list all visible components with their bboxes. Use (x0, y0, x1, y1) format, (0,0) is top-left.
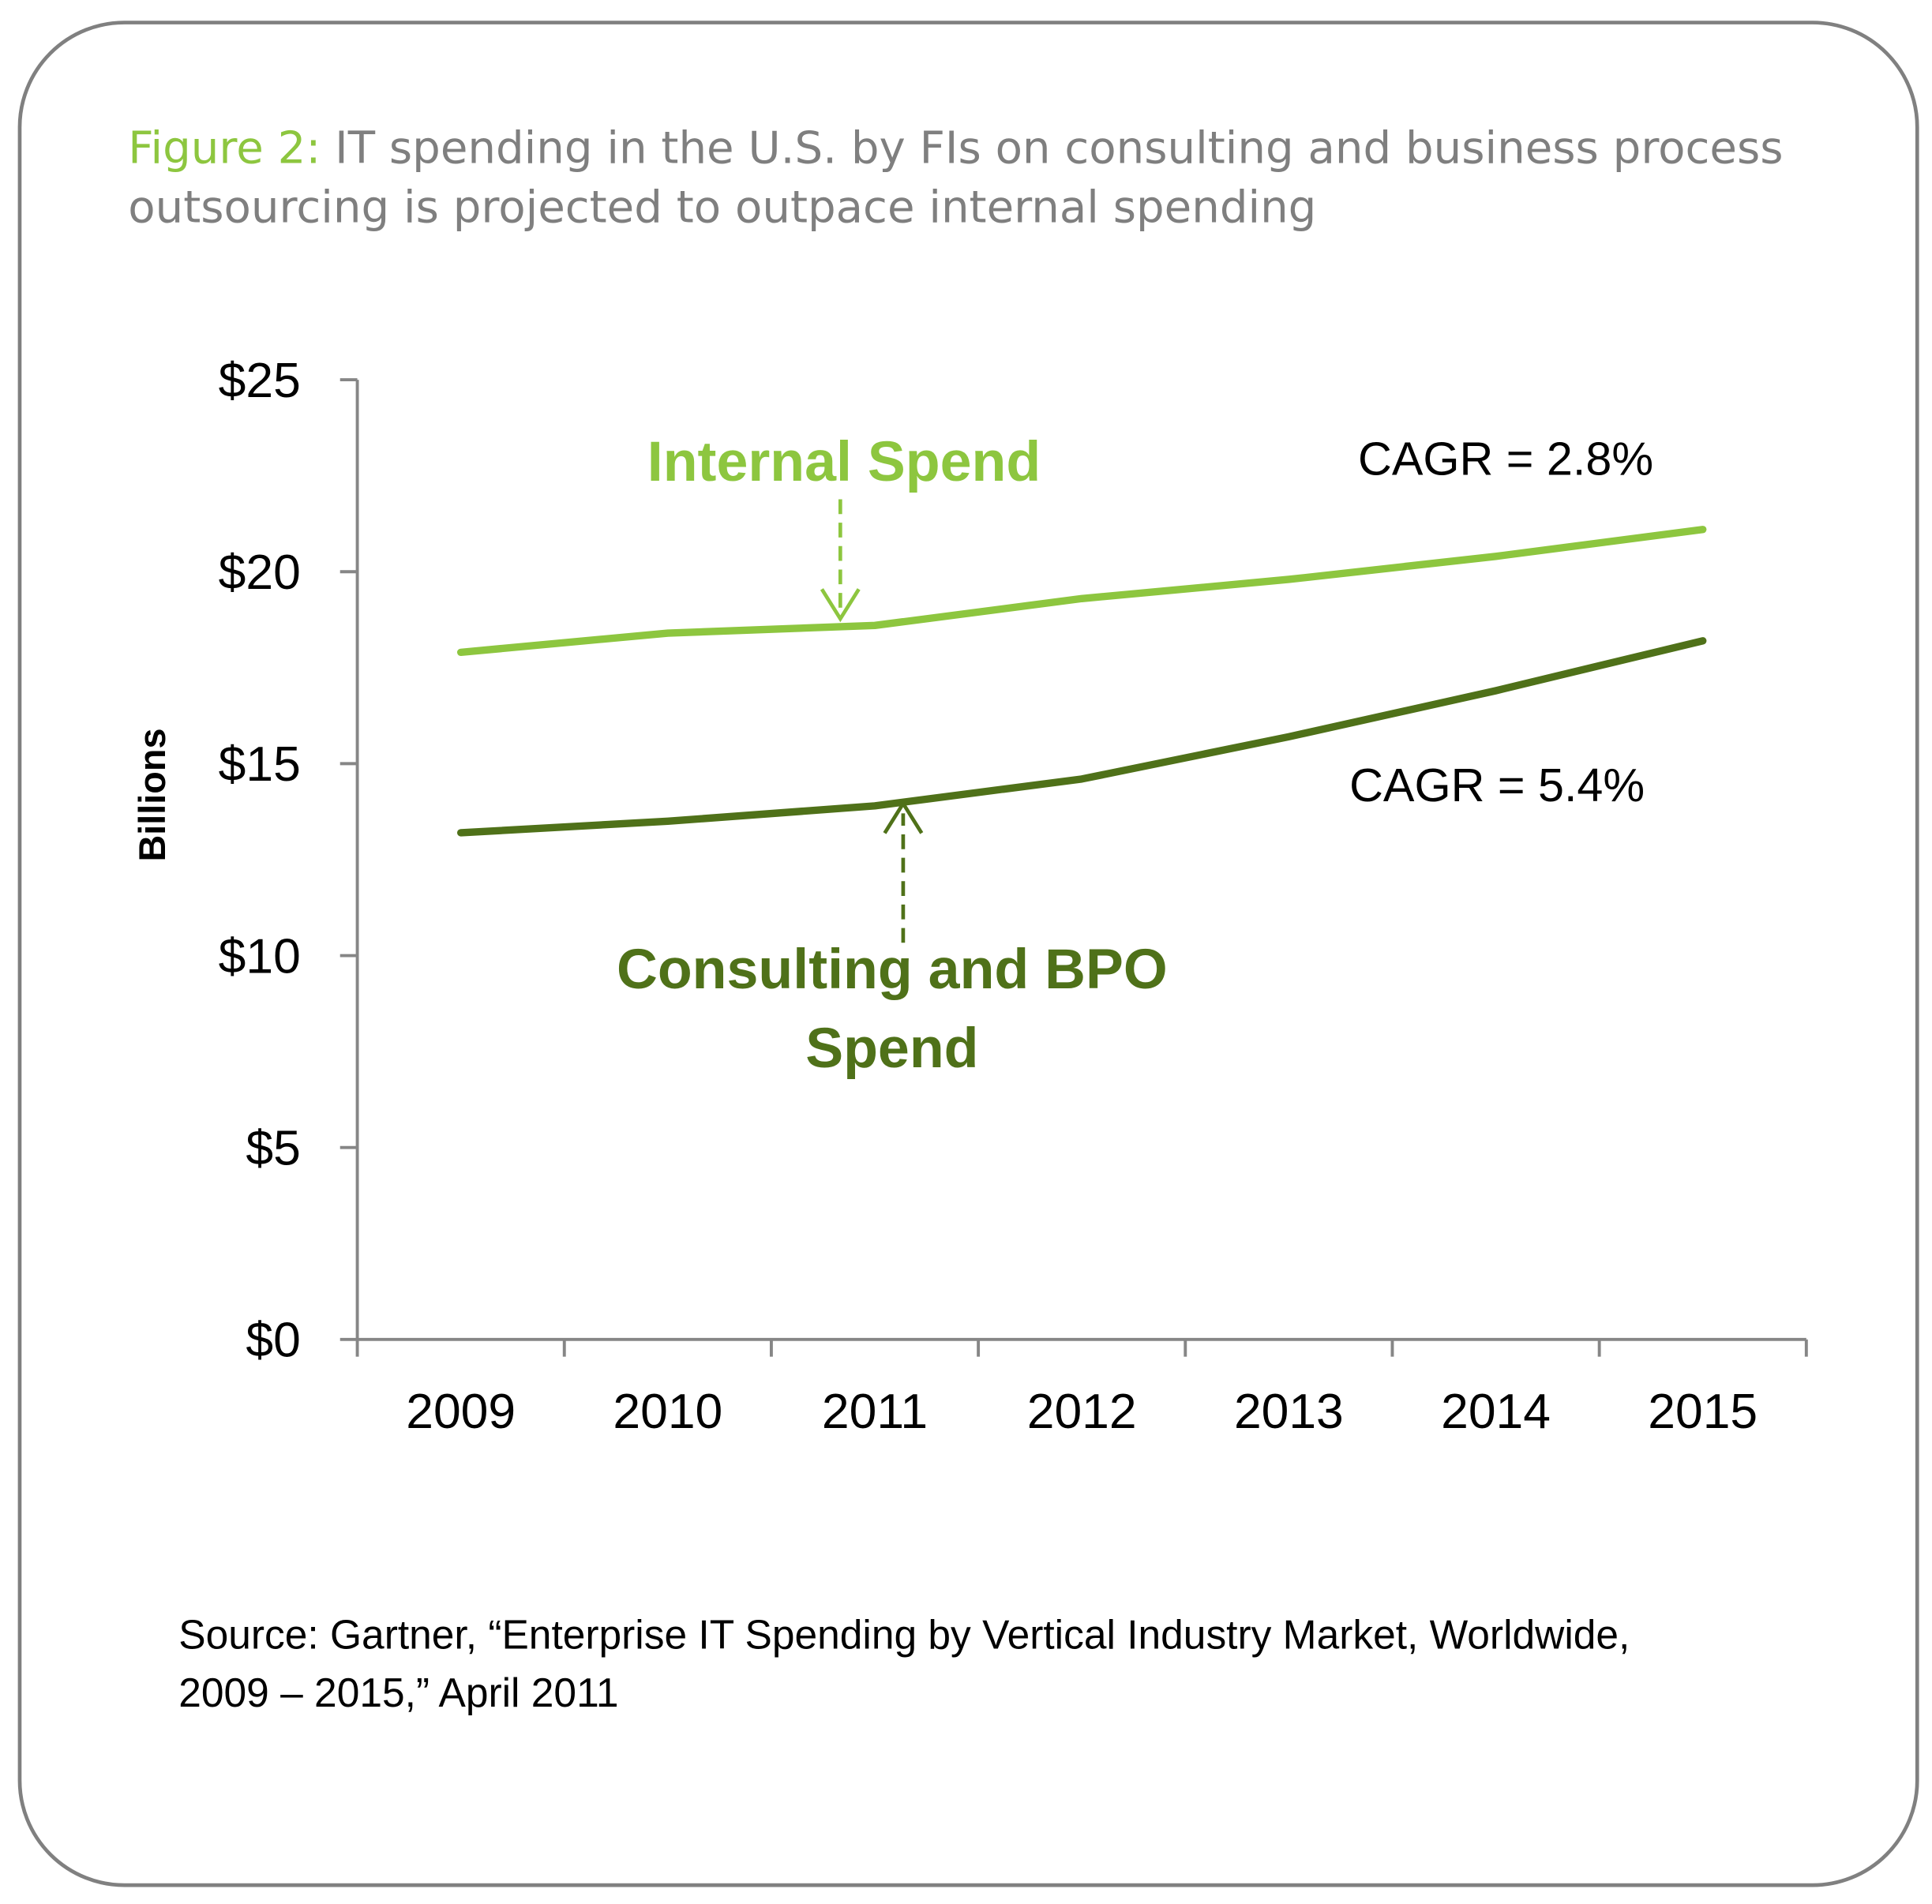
y-tick-label: $20 (219, 545, 301, 600)
x-tick-label: 2015 (1648, 1384, 1758, 1439)
x-tick-label: 2013 (1234, 1384, 1344, 1439)
source-line1: Source: Gartner, “Enterprise IT Spending… (178, 1612, 1630, 1658)
consulting-cagr-label: CAGR = 5.4% (1349, 759, 1645, 811)
internal-cagr-label: CAGR = 2.8% (1358, 432, 1653, 485)
y-tick-label: $0 (246, 1313, 300, 1368)
source-line2: 2009 – 2015,” April 2011 (178, 1670, 618, 1715)
consulting-spend-arrow (883, 800, 924, 943)
x-tick-label: 2012 (1027, 1384, 1137, 1439)
y-tick-label: $5 (246, 1121, 300, 1176)
figure-frame (17, 21, 1919, 1887)
consulting-spend-label-line1: Consulting and BPO (617, 938, 1168, 1001)
internal-spend-arrow (820, 499, 861, 623)
internal-spend-label: Internal Spend (647, 430, 1041, 493)
figure-title-line1: IT spending in the U.S. by FIs on consul… (321, 122, 1783, 174)
y-axis-label: Billions (132, 729, 173, 862)
y-tick-label: $25 (219, 353, 301, 408)
x-tick-label: 2014 (1441, 1384, 1551, 1439)
figure-title-line2: outsourcing is projected to outpace inte… (128, 182, 1316, 233)
x-tick-label: 2010 (613, 1384, 722, 1439)
figure-number: Figure 2: (128, 122, 321, 174)
x-tick-label: 2011 (822, 1384, 928, 1439)
y-tick-label: $15 (219, 736, 301, 792)
consulting-spend-label-line2: Spend (805, 1017, 978, 1080)
x-tick-label: 2009 (406, 1384, 516, 1439)
y-tick-label: $10 (219, 928, 301, 984)
figure-title: Figure 2: IT spending in the U.S. by FIs… (128, 122, 1783, 174)
